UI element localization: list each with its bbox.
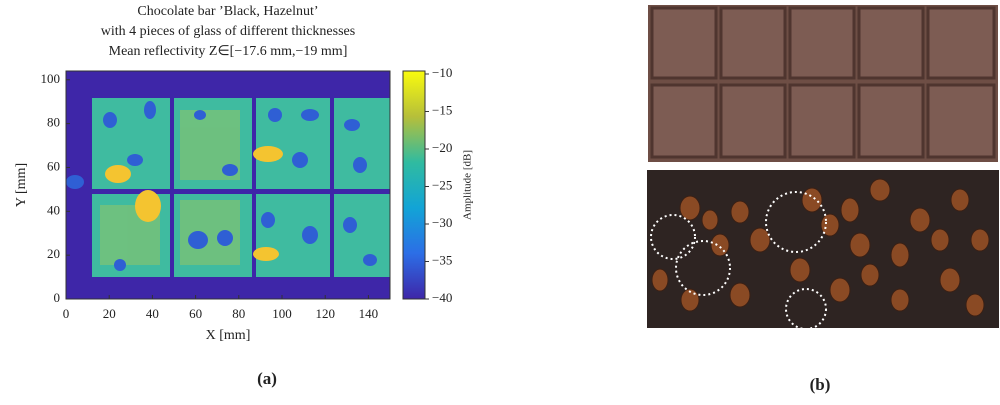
y-axis-label: Y [mm] bbox=[14, 163, 29, 207]
chart-title-line: Mean reflectivity Z∈[−17.6 mm,−19 mm] bbox=[109, 44, 348, 59]
x-tick-label: 60 bbox=[189, 306, 202, 321]
caption-b: (b) bbox=[810, 375, 831, 394]
y-tick-label: 20 bbox=[47, 246, 60, 261]
colorbar bbox=[402, 70, 426, 300]
x-tick-label: 20 bbox=[103, 306, 116, 321]
colorbar-tick-label: −30 bbox=[432, 215, 452, 230]
x-tick-label: 100 bbox=[272, 306, 292, 321]
photo bbox=[647, 5, 999, 330]
colorbar-tick-label: −10 bbox=[432, 65, 452, 80]
chart-title-line: with 4 pieces of glass of different thic… bbox=[101, 24, 355, 39]
colorbar-tick-label: −40 bbox=[432, 290, 452, 305]
caption-a: (a) bbox=[257, 369, 277, 388]
colorbar-label: Amplitude [dB] bbox=[462, 150, 474, 220]
x-tick-label: 80 bbox=[232, 306, 245, 321]
y-tick-label: 0 bbox=[54, 290, 61, 305]
x-axis-label: X [mm] bbox=[206, 328, 251, 343]
x-tick-label: 40 bbox=[146, 306, 159, 321]
y-tick-label: 60 bbox=[47, 158, 60, 173]
colorbar-tick-label: −20 bbox=[432, 140, 452, 155]
colorbar-tick-label: −15 bbox=[432, 102, 452, 117]
x-tick-label: 0 bbox=[63, 306, 70, 321]
y-tick-label: 40 bbox=[47, 202, 60, 217]
colorbar-tick-label: −25 bbox=[432, 177, 452, 192]
colorbar-tick-label: −35 bbox=[432, 252, 452, 267]
x-tick-label: 120 bbox=[315, 306, 335, 321]
plot-frame bbox=[65, 70, 391, 300]
y-tick-label: 80 bbox=[47, 115, 60, 130]
chart-title-line: Chocolate bar ’Black, Hazelnut’ bbox=[137, 4, 318, 19]
heatmap-image bbox=[66, 71, 390, 299]
x-tick-label: 140 bbox=[359, 306, 379, 321]
y-tick-label: 100 bbox=[41, 71, 61, 86]
